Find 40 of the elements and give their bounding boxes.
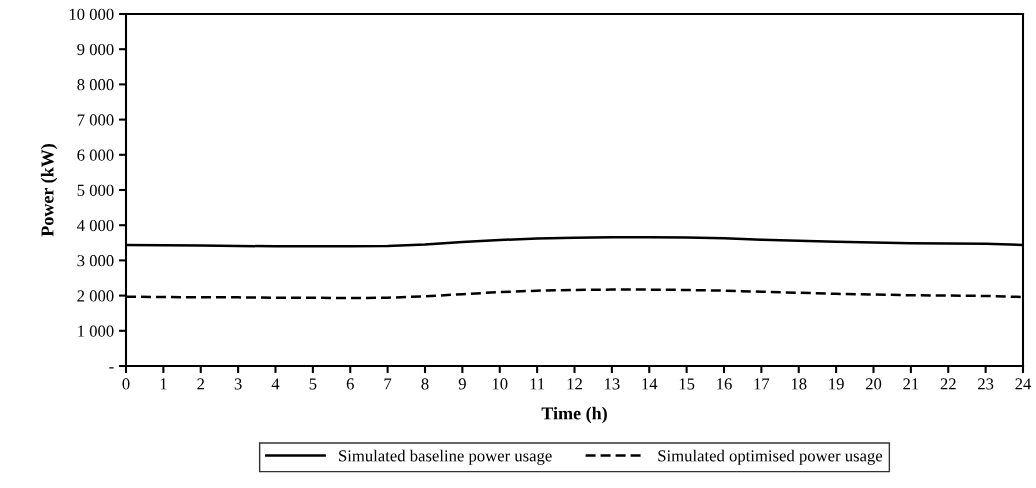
y-tick-label: 5 000 <box>77 184 114 196</box>
x-tick-label: 13 <box>605 378 620 390</box>
x-tick-label: 17 <box>754 378 770 390</box>
x-tick-label: 19 <box>829 378 844 390</box>
y-tick-label: 9 000 <box>77 43 114 56</box>
y-tick-label: 6 000 <box>77 149 114 161</box>
x-tick-label: 16 <box>717 378 732 390</box>
x-tick-label: 1 <box>160 378 167 390</box>
legend-label: Simulated baseline power usage <box>339 449 552 465</box>
x-tick-label: 6 <box>346 378 354 390</box>
x-tick-label: 22 <box>940 378 956 390</box>
x-tick-label: 20 <box>865 378 882 390</box>
x-tick-label: 21 <box>903 378 919 390</box>
x-tick-label: 3 <box>234 378 242 390</box>
x-tick-label: 7 <box>384 378 392 390</box>
y-tick-label: 10 000 <box>69 8 114 20</box>
y-axis-title: Power (kW) <box>40 144 58 237</box>
x-tick-label: 11 <box>530 378 545 390</box>
y-tick-label: 3 000 <box>77 255 114 267</box>
y-tick-label: - <box>109 367 114 369</box>
legend-label: Simulated optimised power usage <box>658 449 883 465</box>
x-tick-label: 24 <box>1015 378 1032 390</box>
x-tick-label: 18 <box>791 378 807 390</box>
x-tick-label: 5 <box>309 378 317 390</box>
y-tick-label: 2 000 <box>77 290 114 302</box>
x-tick-label: 14 <box>642 378 658 390</box>
x-tick-label: 0 <box>122 378 130 390</box>
x-tick-label: 4 <box>271 378 280 390</box>
x-tick-label: 9 <box>458 378 466 390</box>
x-axis-title: Time (h) <box>541 406 607 424</box>
x-tick-label: 23 <box>978 378 994 390</box>
y-tick-label: 4 000 <box>77 219 114 232</box>
x-tick-label: 15 <box>679 378 695 390</box>
y-tick-label: 8 000 <box>77 79 114 91</box>
x-tick-label: 10 <box>492 378 508 390</box>
y-tick-label: 1 000 <box>78 325 114 337</box>
x-tick-label: 8 <box>421 378 429 390</box>
x-tick-label: 12 <box>567 378 582 390</box>
x-tick-label: 2 <box>197 378 204 390</box>
y-tick-label: 7 000 <box>77 114 114 126</box>
